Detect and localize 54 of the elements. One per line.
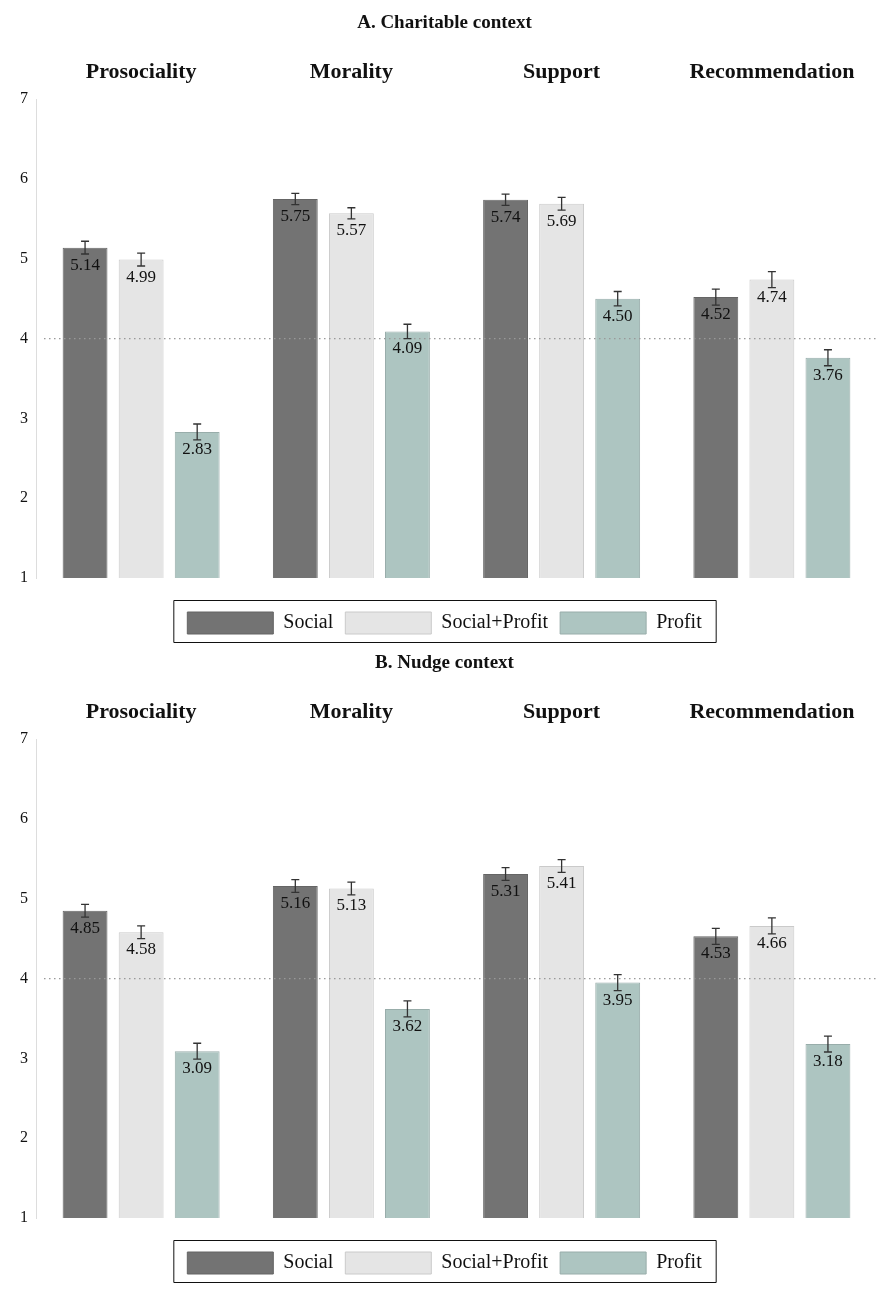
y-tick-label: 3 <box>20 408 28 426</box>
data-label: 3.95 <box>602 989 633 1009</box>
data-label: 4.52 <box>700 304 731 324</box>
data-label: 4.74 <box>757 286 788 306</box>
legend-label: Social <box>283 1250 334 1273</box>
data-label: 4.99 <box>126 266 156 286</box>
x-tick-label: Prosociality <box>85 57 197 83</box>
y-tick-label: 3 <box>20 1048 28 1066</box>
y-tick-label: 6 <box>20 169 28 187</box>
data-label: 5.69 <box>546 210 577 230</box>
x-tick-label: Morality <box>309 697 393 723</box>
y-tick-label: 4 <box>20 328 28 346</box>
data-label: 4.85 <box>70 917 100 937</box>
data-label: 5.13 <box>336 895 367 915</box>
y-tick-label: 6 <box>20 809 28 827</box>
data-label: 3.62 <box>392 1015 423 1035</box>
data-label: 4.66 <box>757 932 787 952</box>
data-label: 4.58 <box>126 939 156 959</box>
data-label: 4.09 <box>392 338 423 358</box>
data-label: 2.83 <box>182 438 213 458</box>
x-tick-label: Prosociality <box>85 697 197 723</box>
data-label: 5.57 <box>336 220 367 240</box>
y-tick-label: 2 <box>20 488 28 506</box>
data-label: 5.41 <box>546 873 577 893</box>
y-tick-label: 1 <box>20 1208 28 1226</box>
data-label: 4.53 <box>700 943 731 963</box>
legend-label: Profit <box>656 610 703 633</box>
legend-label: Profit <box>656 1250 703 1273</box>
data-label: 3.76 <box>813 364 843 384</box>
x-tick-label: Morality <box>309 57 393 83</box>
x-tick-label: Support <box>523 697 601 723</box>
data-label: 3.18 <box>813 1051 843 1070</box>
y-tick-label: 5 <box>20 249 28 266</box>
legend-label: Social <box>283 610 334 633</box>
data-label: 3.09 <box>182 1058 213 1078</box>
chart-title: A. Charitable context <box>357 11 533 33</box>
y-tick-label: 4 <box>20 968 28 986</box>
y-tick-label: 5 <box>20 889 28 906</box>
data-label: 5.74 <box>490 206 521 226</box>
data-label: 4.50 <box>602 305 633 325</box>
y-tick-label: 7 <box>20 729 28 747</box>
legend-label: Social+Profit <box>441 1250 549 1273</box>
x-tick-label: Recommendation <box>689 57 855 83</box>
chart-title: B. Nudge context <box>375 651 515 673</box>
data-label: 5.16 <box>280 893 311 912</box>
y-tick-label: 1 <box>20 568 28 586</box>
x-tick-label: Support <box>523 57 601 83</box>
legend-label: Social+Profit <box>441 610 549 633</box>
data-label: 5.31 <box>490 881 521 901</box>
x-tick-label: Recommendation <box>689 697 855 723</box>
data-label: 5.14 <box>70 254 101 274</box>
data-label: 5.75 <box>280 205 311 225</box>
y-tick-label: 7 <box>20 89 28 107</box>
y-tick-label: 2 <box>20 1128 28 1146</box>
